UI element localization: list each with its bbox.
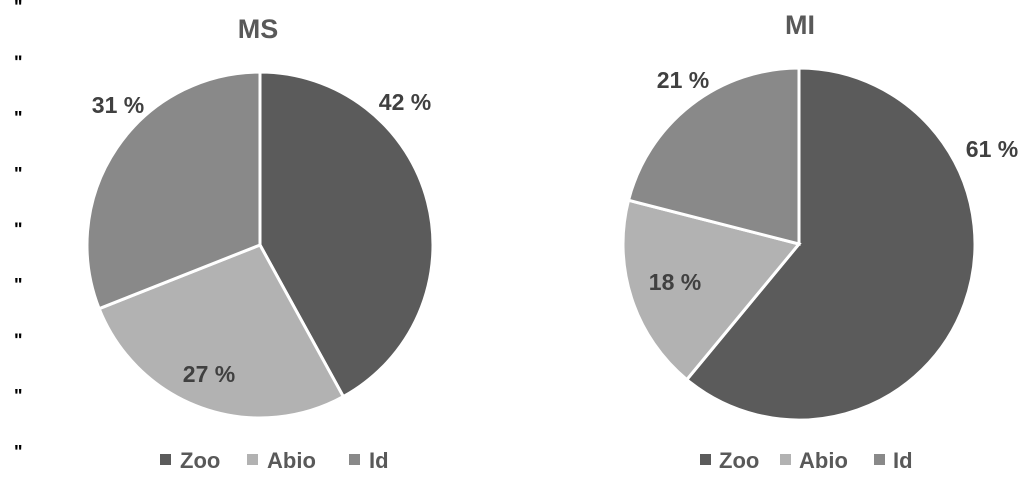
margin-mark: " [14,53,23,73]
pie-chart-ms: MS 42 % 27 % 31 % Zoo Abio Id [85,14,435,473]
data-label-abio: 18 % [649,269,701,295]
legend-swatch-zoo [160,454,171,465]
legend-label-abio: Abio [267,448,316,473]
pie-slice-abio [621,198,802,382]
legend-swatch-id [874,454,885,465]
data-label-zoo: 42 % [379,89,431,115]
pie-slice-abio [97,243,346,420]
chart-title: MI [785,10,815,40]
pie-slice-zoo [684,66,977,422]
legend-swatch-zoo [700,454,711,465]
chart-title: MS [238,14,279,44]
margin-mark: " [14,219,23,239]
pie-slice-id [85,70,262,311]
data-label-id: 21 % [657,67,709,93]
chart-legend: Zoo Abio Id [160,448,389,473]
margin-mark: " [14,275,23,295]
data-label-abio: 27 % [183,361,235,387]
data-label-zoo: 61 % [966,136,1018,162]
margin-mark: " [14,108,23,128]
legend-label-id: Id [369,448,389,473]
chart-legend: Zoo Abio Id [700,448,913,473]
pie-slice-zoo [258,70,435,399]
legend-label-abio: Abio [799,448,848,473]
legend-swatch-id [349,454,360,465]
data-label-id: 31 % [92,92,144,118]
pie-slice-id [626,66,801,246]
margin-mark: " [14,331,23,351]
legend-label-zoo: Zoo [180,448,220,473]
legend-label-id: Id [893,448,913,473]
legend-swatch-abio [780,454,791,465]
margin-marks: " " " " " " " " " [14,0,23,462]
legend-label-zoo: Zoo [719,448,759,473]
margin-mark: " [14,0,23,17]
margin-mark: " [14,164,23,184]
margin-mark: " [14,386,23,406]
pie-chart-mi: MI 61 % 18 % 21 % Zoo Abio Id [621,10,1018,473]
legend-swatch-abio [247,454,258,465]
margin-mark: " [14,442,23,462]
